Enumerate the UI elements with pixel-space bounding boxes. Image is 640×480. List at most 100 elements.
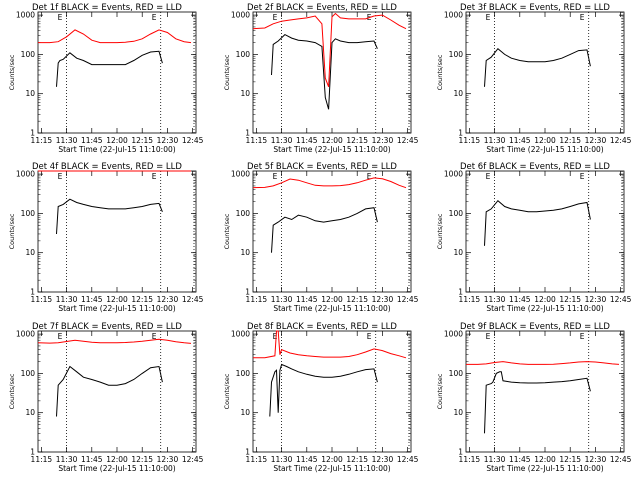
series-lld-line: [466, 361, 620, 365]
y-axis-label: Counts/sec: [436, 54, 444, 90]
x-tick-label: 11:15: [31, 136, 53, 145]
marker-label: E: [486, 13, 491, 22]
x-tick-label: 12:15: [131, 455, 153, 464]
x-tick-label: 12:30: [372, 295, 394, 304]
plot-frame: [252, 330, 412, 453]
plot-frame: [465, 170, 625, 293]
y-axis-label: Counts/sec: [8, 373, 16, 409]
x-tick-label: 12:45: [182, 455, 204, 464]
y-tick-label: 1: [245, 288, 250, 297]
y-tick-label: 1: [458, 129, 463, 138]
x-axis-label: Start Time (22-Jul-15 11:10:00): [486, 145, 603, 154]
y-tick-label: 100: [236, 50, 251, 59]
series-lld-line: [37, 338, 192, 344]
y-tick-label: 10: [453, 408, 463, 417]
x-tick-label: 11:30: [484, 136, 506, 145]
series-lld-line: [253, 330, 407, 359]
marker-label: E: [580, 172, 585, 181]
y-tick-label: 1: [245, 448, 250, 457]
series-events-line: [271, 33, 378, 110]
x-tick-label: 12:15: [131, 136, 153, 145]
x-tick-label: 12:00: [106, 295, 128, 304]
y-tick-label: 100: [21, 369, 36, 378]
x-tick-label: 11:45: [509, 136, 531, 145]
y-tick-label: 100: [21, 209, 36, 218]
x-tick-label: 12:45: [397, 295, 419, 304]
x-tick-label: 12:00: [534, 136, 556, 145]
marker-label: E: [58, 332, 63, 341]
y-tick-label: 1: [30, 288, 35, 297]
x-tick-label: 11:15: [459, 455, 481, 464]
x-tick-label: 11:30: [271, 455, 293, 464]
x-tick-label: 12:00: [321, 295, 343, 304]
y-tick-label: 10: [240, 408, 250, 417]
x-tick-label: 11:45: [81, 455, 103, 464]
x-tick-label: 12:30: [372, 136, 394, 145]
marker-label: E: [367, 172, 372, 181]
y-tick-label: 1000: [444, 170, 463, 179]
x-tick-label: 12:45: [182, 295, 204, 304]
y-tick-label: 1000: [16, 330, 35, 339]
y-tick-label: 10: [240, 89, 250, 98]
x-axis-label: Start Time (22-Jul-15 11:10:00): [58, 304, 175, 313]
x-tick-label: 11:30: [271, 295, 293, 304]
y-tick-label: 1000: [231, 330, 250, 339]
panel-title: Det 8f BLACK = Events, RED = LLD: [247, 322, 397, 332]
series-events-line: [56, 50, 163, 87]
y-tick-label: 100: [21, 50, 36, 59]
x-tick-label: 12:00: [321, 455, 343, 464]
y-axis-label: Counts/sec: [223, 54, 231, 90]
x-tick-label: 12:15: [559, 295, 581, 304]
series-lld-line: [252, 177, 407, 189]
y-axis-label: Counts/sec: [8, 213, 16, 249]
x-tick-label: 11:15: [246, 295, 268, 304]
x-tick-label: 11:30: [271, 136, 293, 145]
x-axis-label: Start Time (22-Jul-15 11:10:00): [273, 464, 390, 473]
plot-frame: [37, 170, 197, 293]
x-tick-label: 12:45: [182, 136, 204, 145]
panel-title: Det 9f BLACK = Events, RED = LLD: [460, 322, 610, 332]
y-tick-label: 1000: [231, 170, 250, 179]
x-axis-label: Start Time (22-Jul-15 11:10:00): [58, 464, 175, 473]
x-tick-label: 11:45: [81, 295, 103, 304]
plot-frame: [37, 11, 197, 134]
y-axis-label: Counts/sec: [8, 54, 16, 90]
x-tick-label: 11:45: [509, 455, 531, 464]
x-tick-label: 12:30: [157, 136, 179, 145]
marker-label: E: [273, 13, 278, 22]
x-axis-label: Start Time (22-Jul-15 11:10:00): [58, 145, 175, 154]
y-tick-label: 1000: [444, 11, 463, 20]
panel-title: Det 1f BLACK = Events, RED = LLD: [32, 3, 182, 13]
x-tick-label: 11:15: [246, 455, 268, 464]
series-lld-line: [252, 12, 407, 87]
x-tick-label: 11:45: [509, 295, 531, 304]
y-tick-label: 1: [458, 288, 463, 297]
y-tick-label: 1000: [16, 170, 35, 179]
marker-label: E: [273, 332, 278, 341]
marker-label: E: [152, 13, 157, 22]
y-axis-label: Counts/sec: [436, 213, 444, 249]
y-axis-label: Counts/sec: [436, 373, 444, 409]
y-tick-label: 1: [30, 129, 35, 138]
panel-title: Det 3f BLACK = Events, RED = LLD: [460, 3, 610, 13]
x-tick-label: 11:30: [56, 136, 78, 145]
panel-title: Det 5f BLACK = Events, RED = LLD: [247, 162, 397, 172]
x-tick-label: 11:45: [296, 295, 318, 304]
x-tick-label: 12:45: [610, 295, 632, 304]
y-tick-label: 1: [30, 448, 35, 457]
x-tick-label: 11:30: [484, 295, 506, 304]
x-tick-label: 12:15: [346, 455, 368, 464]
y-tick-label: 100: [449, 369, 464, 378]
y-tick-label: 10: [453, 248, 463, 257]
x-tick-label: 12:45: [610, 455, 632, 464]
x-tick-label: 12:00: [106, 136, 128, 145]
y-tick-label: 1000: [16, 11, 35, 20]
marker-label: E: [58, 172, 63, 181]
panel-title: Det 4f BLACK = Events, RED = LLD: [32, 162, 182, 172]
x-tick-label: 11:45: [81, 136, 103, 145]
